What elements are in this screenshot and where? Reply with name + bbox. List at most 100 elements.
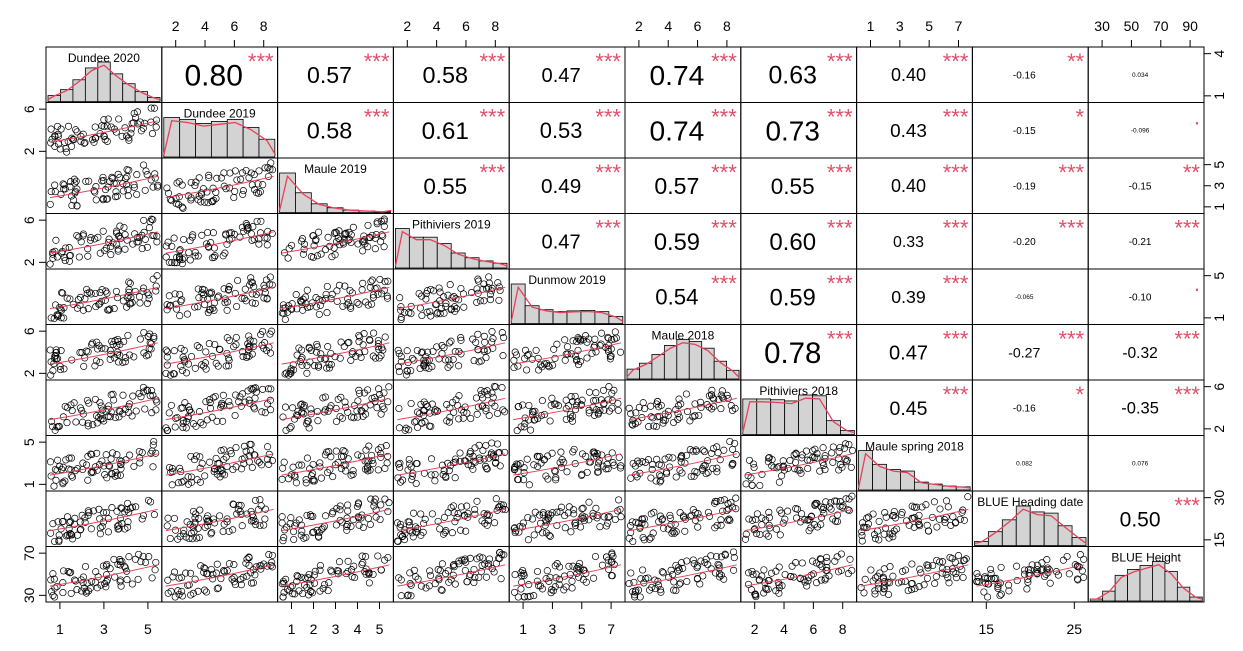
scatter-point [377, 238, 385, 246]
scatter-point [741, 535, 750, 543]
scatter-point [775, 463, 783, 471]
scatter-point [836, 498, 844, 506]
variable-label: Maule 2018 [652, 329, 715, 343]
scatter-point [428, 400, 436, 408]
significance-stars: * [1076, 382, 1085, 407]
scatter-point [473, 410, 481, 418]
scatter-point [200, 564, 208, 572]
scatter-point [871, 535, 880, 543]
axis-tick-label: 2 [635, 18, 643, 34]
scatter-point [73, 202, 81, 210]
scatter-point [238, 169, 247, 177]
scatter-point [201, 359, 209, 367]
scatter-point [60, 365, 68, 373]
scatter-point [49, 591, 57, 599]
scatter-point [492, 383, 500, 391]
scatter-point [775, 581, 783, 589]
scatter-point [713, 497, 721, 506]
scatter-point [960, 516, 968, 524]
scatter-point [598, 561, 606, 569]
scatter-point [758, 470, 766, 478]
scatter-point [178, 587, 186, 595]
scatter-point [145, 291, 153, 299]
scatter-point [222, 362, 230, 370]
scatter-point [101, 345, 109, 353]
scatter-point [303, 454, 311, 462]
scatter-point [256, 188, 264, 196]
scatter-point [177, 297, 185, 305]
scatter-point [548, 509, 556, 517]
scatter-point [143, 171, 151, 179]
scatter-point [346, 286, 354, 295]
scatter-point [62, 145, 70, 153]
scatter-point [56, 362, 64, 370]
scatter-point [250, 337, 258, 345]
scatter-point [577, 401, 585, 409]
scatter-point [756, 530, 764, 539]
scatter-point [916, 565, 924, 573]
significance-stars: *** [711, 160, 737, 185]
scatter-point [88, 339, 96, 347]
scatter-point [473, 497, 481, 505]
scatter-point [120, 562, 128, 570]
scatter-point [1023, 585, 1031, 593]
scatter-point [293, 577, 301, 585]
scatter-point [315, 310, 323, 318]
scatter-point [287, 365, 295, 373]
scatter-point [227, 450, 235, 458]
scatter-point [481, 560, 489, 568]
scatter-point [68, 407, 76, 415]
scatter-point [511, 588, 519, 596]
scatter-point [168, 259, 176, 267]
scatter-point [317, 474, 325, 482]
scatter-point [397, 303, 405, 311]
scatter-point [344, 295, 352, 303]
histogram-bar [109, 73, 124, 102]
scatter-point [451, 474, 459, 482]
scatter-point [143, 243, 151, 251]
scatter-point [890, 507, 898, 516]
scatter-point [500, 334, 508, 342]
scatter-point [307, 346, 315, 354]
scatter-point [198, 231, 206, 239]
histogram-bar [210, 121, 228, 158]
scatter-point [628, 420, 636, 428]
scatter-point [1073, 575, 1081, 583]
scatter-point [444, 509, 452, 517]
scatter-point [170, 514, 179, 522]
scatter-point [659, 419, 667, 427]
scatter-point [625, 580, 633, 588]
scatter-point [525, 401, 533, 410]
scatter-point [347, 522, 355, 530]
scatter-point [775, 563, 783, 571]
scatter-point [922, 501, 930, 509]
scatter-point [150, 332, 158, 340]
scatter-point [205, 518, 213, 526]
scatter-point [362, 446, 370, 454]
scatter-point [745, 456, 754, 464]
scatter-point [127, 294, 135, 302]
scatter-point [57, 347, 65, 355]
scatter-point [49, 570, 57, 578]
scatter-point [194, 252, 202, 260]
scatter-point [239, 190, 247, 198]
correlation-value: 0.43 [890, 121, 927, 142]
scatter-point [213, 560, 221, 568]
scatter-point [396, 459, 404, 467]
scatter-point [568, 577, 576, 585]
scatter-point [186, 256, 194, 264]
scatter-point [578, 450, 587, 458]
significance-stars: *** [943, 160, 969, 185]
scatter-point [446, 413, 454, 421]
scatter-point [218, 466, 226, 474]
scatter-point [261, 234, 269, 242]
scatter-point [436, 288, 444, 296]
scatter-point [250, 171, 258, 179]
scatter-point [128, 503, 136, 511]
scatter-point [240, 227, 248, 235]
scatter-point [678, 453, 686, 461]
scatter-point [562, 405, 570, 413]
scatter-point [656, 478, 664, 486]
scatter-point [179, 423, 187, 432]
scatter-point [936, 505, 944, 513]
